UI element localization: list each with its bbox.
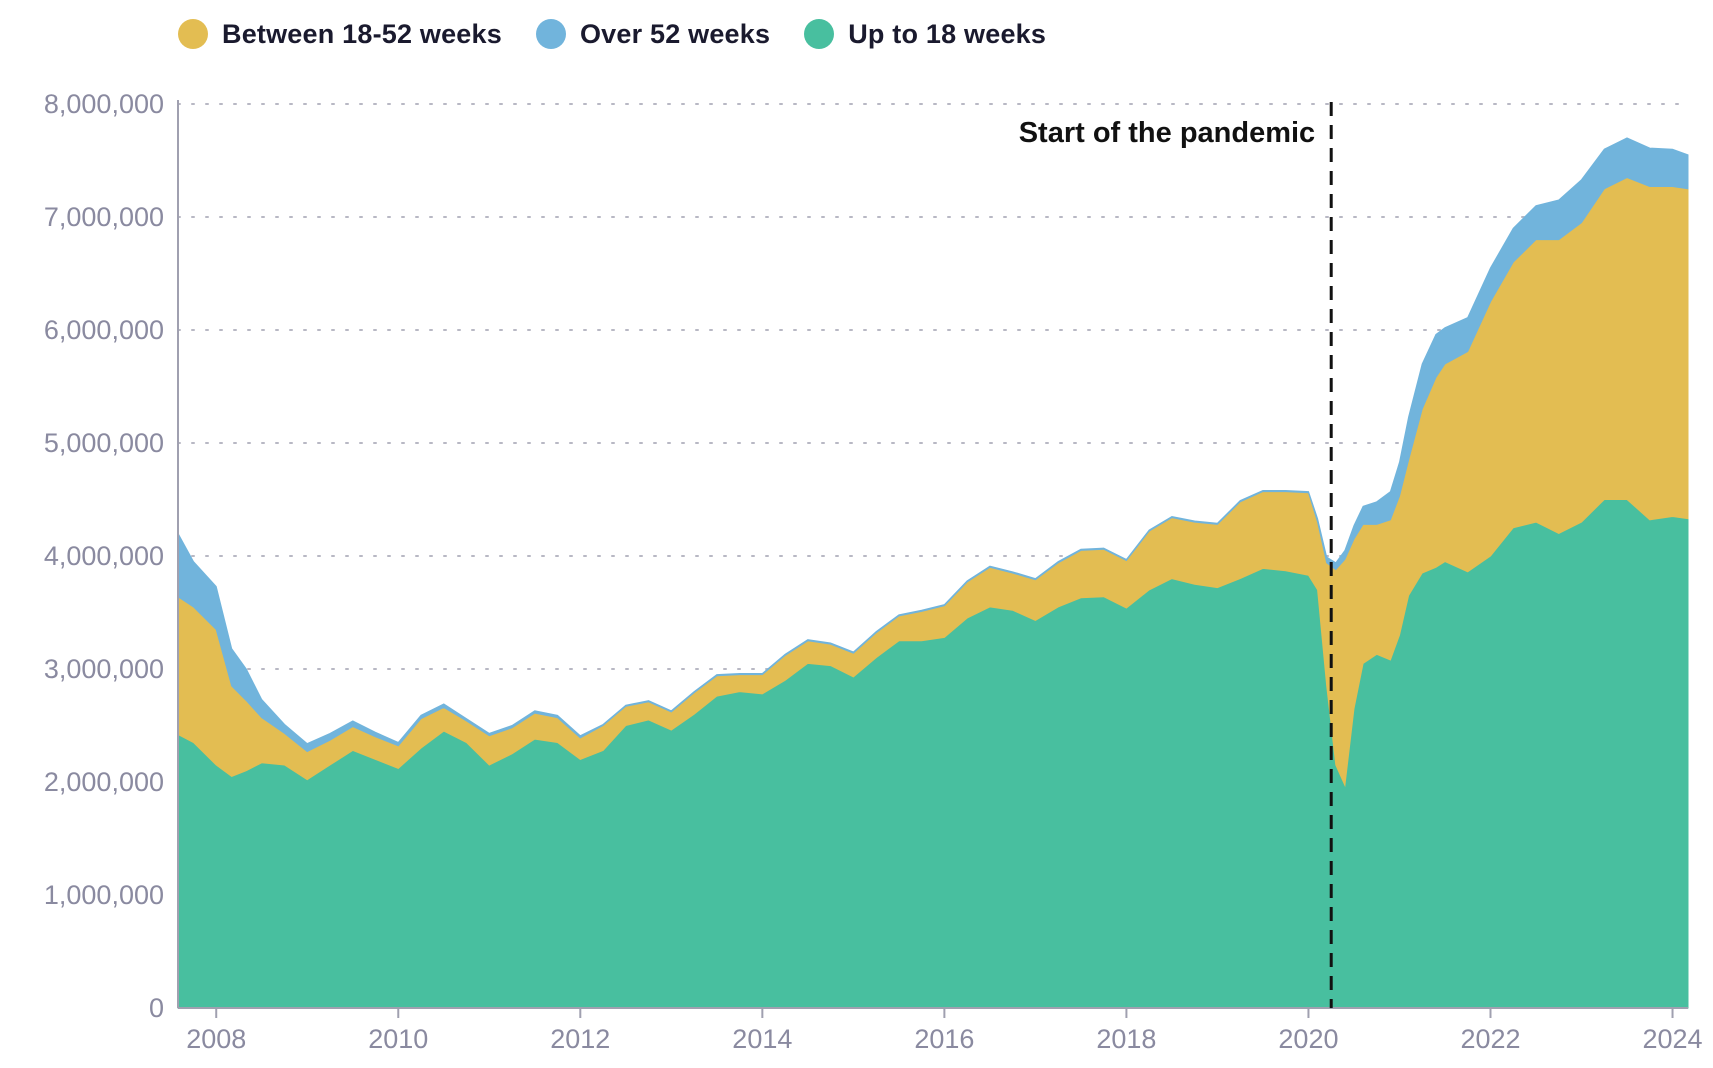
x-tick-label-6: 2020 <box>1278 1024 1338 1054</box>
legend-item-up-to-18[interactable]: Up to 18 weeks <box>804 19 1046 50</box>
y-axis-ticks: 0 1,000,000 2,000,000 3,000,000 4,000,000 5,0… <box>44 89 164 1023</box>
legend-label: Up to 18 weeks <box>848 18 1047 49</box>
legend-label: Between 18-52 weeks <box>222 18 502 49</box>
y-tick-label-3: 3,000,000 <box>44 654 164 684</box>
legend-label: Over 52 weeks <box>579 18 771 49</box>
legend: Between 18-52 weeks Over 52 weeks Up to … <box>178 14 1080 54</box>
y-tick-label-0: 0 <box>149 993 164 1023</box>
x-tick-label-1: 2010 <box>368 1024 428 1054</box>
annotations: Start of the pandemic <box>1019 102 1333 1008</box>
legend-item-between-18-52[interactable]: Between 18-52 weeks <box>178 19 502 50</box>
area-series <box>177 137 1689 1009</box>
y-tick-label-4: 4,000,000 <box>44 541 164 571</box>
pandemic-annotation-label: Start of the pandemic <box>1019 117 1316 149</box>
x-tick-label-0: 2008 <box>186 1024 246 1054</box>
axes <box>177 100 1688 1009</box>
x-tick-label-4: 2016 <box>914 1024 974 1054</box>
x-tick-label-7: 2022 <box>1460 1024 1520 1054</box>
y-tick-label-1: 1,000,000 <box>44 880 164 910</box>
area-over-52-weeks[interactable] <box>177 137 1689 753</box>
legend-swatch-between-18-52-icon <box>178 19 208 49</box>
x-tick-label-8: 2024 <box>1642 1024 1702 1054</box>
legend-swatch-over-52-icon <box>535 19 566 49</box>
legend-item-over-52[interactable]: Over 52 weeks <box>535 18 771 50</box>
y-tick-label-7: 7,000,000 <box>44 202 164 232</box>
x-tick-label-2: 2012 <box>550 1024 610 1054</box>
y-tick-label-8: 8,000,000 <box>44 89 164 119</box>
y-tick-label-2: 2,000,000 <box>44 767 164 797</box>
y-tick-label-5: 5,000,000 <box>44 428 164 458</box>
x-tick-label-5: 2018 <box>1096 1024 1156 1054</box>
x-tick-label-3: 2014 <box>732 1024 792 1054</box>
y-tick-label-6: 6,000,000 <box>44 315 164 345</box>
x-axis-ticks: 2008 2010 2012 2014 2016 2018 2020 2022 2024 <box>186 1008 1703 1054</box>
legend-swatch-up-to-18-icon <box>804 19 835 49</box>
